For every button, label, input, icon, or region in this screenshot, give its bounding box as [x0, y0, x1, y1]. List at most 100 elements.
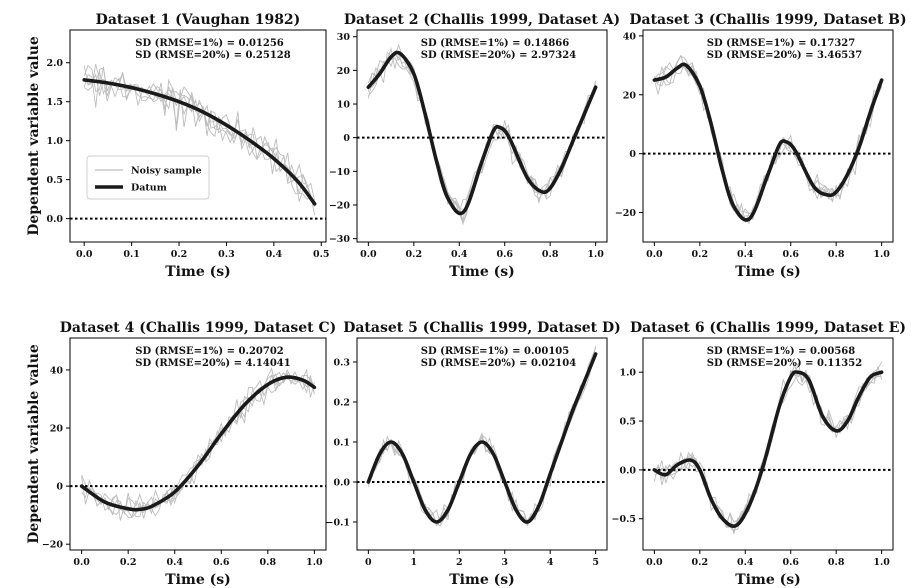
- x-tick-label: 0.3: [218, 249, 235, 260]
- x-tick-label: 0.4: [737, 557, 754, 568]
- x-tick-label: 1.0: [873, 249, 890, 260]
- panel-6: Dataset 6 (Challis 1999, Dataset E) 0.0 0.…: [612, 320, 907, 588]
- x-tick-label: 0.2: [120, 557, 137, 568]
- x-tick-label: 0.0: [646, 557, 663, 568]
- x-tick-label: 0.1: [123, 249, 140, 260]
- datum-line: [652, 370, 884, 528]
- x-tick-label: 0.8: [542, 249, 559, 260]
- y-tick-label: 40: [50, 365, 64, 376]
- x-tick-label: 0.6: [782, 249, 799, 260]
- x-tick-label: 1.0: [873, 557, 890, 568]
- y-tick-label: 0: [56, 482, 63, 493]
- noisy-sample-line: [654, 61, 883, 225]
- y-tick-label: 1.5: [46, 97, 63, 108]
- y-tick-label: −10: [329, 167, 351, 178]
- x-tick-label: 0.6: [213, 557, 230, 568]
- x-tick-label: 0.0: [76, 249, 93, 260]
- x-axis-label: Time (s): [449, 264, 514, 280]
- sd-stat: SD (RMSE=1%) = 0.00568: [707, 346, 856, 357]
- sd-stat: SD (RMSE=1%) = 0.20702: [135, 346, 284, 357]
- x-axis-label: Time (s): [165, 572, 230, 588]
- x-tick-label: 2: [456, 557, 463, 568]
- plot-frame: [69, 337, 327, 551]
- datum-line: [366, 352, 598, 524]
- noisy-sample-line: [81, 371, 315, 521]
- x-tick-label: 0.8: [260, 557, 277, 568]
- y-tick-label: 0.0: [619, 465, 636, 476]
- y-tick-label: 0: [629, 149, 636, 160]
- y-tick-label: 0.0: [46, 214, 63, 225]
- x-tick-label: 1: [411, 557, 418, 568]
- y-tick-label: 20: [623, 90, 637, 101]
- noisy-sample-line: [368, 53, 597, 213]
- y-tick-label: 0.0: [333, 478, 350, 489]
- panel-title: Dataset 5 (Challis 1999, Dataset D): [343, 320, 621, 336]
- plot-frame: [642, 29, 894, 243]
- y-tick-label: −20: [329, 200, 351, 211]
- y-axis-label: Dependent variable value: [26, 36, 42, 236]
- y-tick-label: 1.0: [619, 368, 636, 379]
- legend-noisy-label: Noisy sample: [131, 166, 202, 177]
- sd-stat: SD (RMSE=20%) = 4.14041: [135, 358, 290, 369]
- x-tick-label: 0.2: [692, 557, 709, 568]
- panel-5: Dataset 5 (Challis 1999, Dataset D) 0 1 2 3 4…: [326, 320, 621, 588]
- y-axis-label: Dependent variable value: [26, 344, 42, 544]
- x-axis-label: Time (s): [735, 264, 800, 280]
- panel-3: Dataset 3 (Challis 1999, Dataset B) 0.0 0.…: [615, 12, 907, 280]
- panel-title: Dataset 1 (Vaughan 1982): [96, 12, 301, 28]
- noisy-sample-line: [83, 67, 316, 201]
- plot-frame: [69, 29, 327, 243]
- x-axis-label: Time (s): [735, 572, 800, 588]
- sd-stat: SD (RMSE=1%) = 0.17327: [707, 38, 856, 49]
- noisy-sample-line: [83, 65, 316, 216]
- legend: Noisy sample Datum: [86, 155, 210, 200]
- x-axis-label: Time (s): [165, 264, 230, 280]
- plot-frame: [642, 337, 894, 551]
- noisy-sample-line: [654, 362, 883, 533]
- x-tick-label: 0.8: [828, 557, 845, 568]
- datum-line: [652, 62, 884, 222]
- noisy-samples: [367, 43, 597, 226]
- x-tick-label: 0.4: [266, 249, 283, 260]
- noisy-samples: [81, 367, 315, 521]
- y-tick-label: −20: [42, 540, 64, 551]
- x-axis-label: Time (s): [449, 572, 514, 588]
- x-tick-label: 0.2: [406, 249, 423, 260]
- panel-4: Dataset 4 (Challis 1999, Dataset C) 0.0 0.…: [26, 320, 336, 588]
- sd-stat: SD (RMSE=1%) = 0.14866: [421, 38, 570, 49]
- x-tick-label: 4: [547, 557, 554, 568]
- x-tick-label: 0: [365, 557, 372, 568]
- y-tick-label: 30: [337, 32, 351, 43]
- noisy-sample-line: [654, 54, 883, 224]
- y-tick-label: 0.1: [333, 438, 350, 449]
- x-tick-label: 0.4: [166, 557, 183, 568]
- noisy-sample-line: [653, 65, 882, 221]
- noisy-sample-line: [83, 63, 316, 207]
- noisy-sample-line: [653, 55, 883, 215]
- noisy-sample-line: [653, 61, 883, 217]
- y-tick-label: 0.3: [333, 358, 350, 369]
- noisy-sample-line: [367, 47, 597, 226]
- y-tick-label: 1.0: [46, 136, 63, 147]
- noisy-sample-line: [368, 43, 597, 211]
- x-tick-label: 0.4: [451, 249, 468, 260]
- panel-title: Dataset 4 (Challis 1999, Dataset C): [60, 320, 337, 336]
- y-tick-label: −0.1: [326, 518, 351, 529]
- x-tick-label: 0.2: [171, 249, 188, 260]
- sd-stat: SD (RMSE=20%) = 0.11352: [707, 358, 862, 369]
- y-tick-label: 40: [623, 31, 637, 42]
- y-tick-label: −20: [615, 208, 637, 219]
- x-tick-label: 0.0: [360, 249, 377, 260]
- panel-title: Dataset 2 (Challis 1999, Dataset A): [344, 12, 620, 28]
- x-tick-label: 0.6: [782, 557, 799, 568]
- x-tick-label: 0.5: [313, 249, 330, 260]
- sd-stat: SD (RMSE=20%) = 3.46537: [707, 50, 862, 61]
- panel-title: Dataset 6 (Challis 1999, Dataset E): [630, 320, 906, 336]
- x-tick-label: 0.4: [737, 249, 754, 260]
- noisy-sample-line: [367, 57, 597, 225]
- x-tick-label: 5: [592, 557, 599, 568]
- panel-title: Dataset 3 (Challis 1999, Dataset B): [629, 12, 906, 28]
- sd-stat: SD (RMSE=20%) = 2.97324: [421, 50, 576, 61]
- noisy-samples: [367, 345, 597, 527]
